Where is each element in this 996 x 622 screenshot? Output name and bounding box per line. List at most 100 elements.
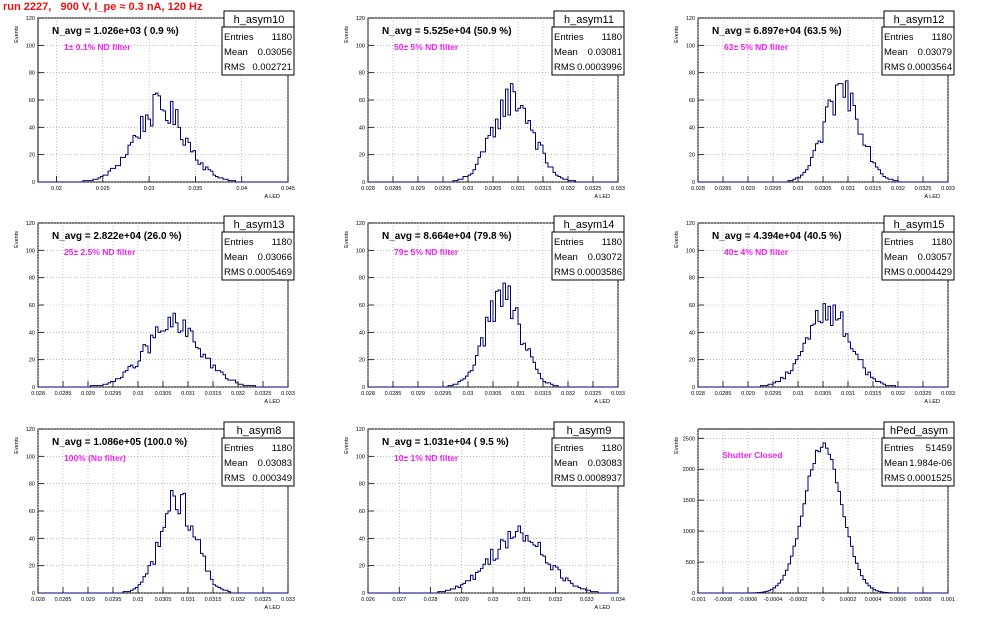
filter-note: 79± 5% ND filter (394, 247, 459, 257)
y-axis-title: Events (14, 26, 20, 43)
x-tick-label: 0.031 (841, 186, 855, 192)
stats-label: RMS (224, 473, 245, 484)
x-tick-label: 0.032 (891, 186, 905, 192)
x-tick-label: 0.031 (511, 186, 525, 192)
y-tick-label: 60 (689, 98, 695, 104)
stats-box: h_asym12 Entries 1180 Mean 0.03079 RMS 0.00035… (881, 10, 955, 76)
x-tick-label: 0.0285 (715, 391, 732, 397)
x-tick-label: 0 (821, 597, 824, 603)
stats-value: 0.0003996 (577, 62, 622, 73)
stats-label: Entries (884, 443, 914, 454)
filter-note: Shutter Closed (722, 450, 782, 460)
x-tick-label: 0.028 (691, 391, 705, 397)
stats-label: RMS (224, 62, 245, 73)
histogram-line-h_asym14 (368, 282, 618, 388)
stats-title: h_asym12 (894, 14, 945, 26)
stats-value: 1180 (602, 237, 622, 248)
x-tick-label: 0.0008 (915, 597, 932, 603)
x-tick-label: 0.03 (133, 597, 144, 603)
x-tick-label: 0.04 (236, 186, 247, 192)
y-tick-label: 120 (26, 221, 35, 227)
y-tick-label: 80 (689, 71, 695, 77)
stats-value: 0.0008937 (577, 473, 622, 484)
stats-value: 1180 (932, 237, 952, 248)
y-tick-label: 100 (686, 43, 695, 49)
stats-title: h_asym11 (564, 14, 614, 26)
navg-label: N_avg = 1.026e+03 ( 0.9 %) (52, 26, 179, 37)
stats-value: 51459 (926, 443, 952, 454)
stats-label: Mean (224, 252, 248, 263)
y-axis-title: Events (674, 26, 680, 43)
y-tick-label: 20 (29, 153, 35, 159)
stats-label: RMS (554, 473, 575, 484)
stats-value: 0.0003564 (907, 62, 952, 73)
x-tick-label: 0.0295 (435, 391, 452, 397)
stats-value: 0.03066 (258, 252, 292, 263)
x-tick-label: 0.0295 (105, 597, 122, 603)
filter-note: 25± 2.5% ND filter (64, 247, 136, 257)
stats-label: Entries (554, 32, 584, 43)
x-tick-label: 0.0006 (890, 597, 907, 603)
y-tick-label: 60 (359, 303, 365, 309)
x-tick-label: 0.027 (392, 597, 406, 603)
x-tick-label: 0.0325 (585, 391, 602, 397)
x-axis-title: A LED (594, 399, 610, 405)
stats-label: Entries (884, 237, 914, 248)
x-tick-label: 0.045 (281, 186, 295, 192)
y-tick-label: 0 (362, 385, 365, 391)
y-tick-label: 1500 (683, 498, 695, 504)
x-tick-label: 0.033 (941, 391, 955, 397)
histogram-line-h_asym8 (38, 490, 288, 594)
x-axis-title: A LED (594, 194, 610, 200)
stats-box: h_asym8 Entries 1180 Mean 0.03083 RMS 0.000349 (221, 421, 295, 487)
stats-value: 1180 (272, 237, 292, 248)
x-tick-label: 0.029 (411, 391, 425, 397)
y-tick-label: 0 (32, 385, 35, 391)
stats-value: 0.0005469 (247, 267, 292, 278)
y-tick-label: 100 (26, 43, 35, 49)
y-tick-label: 120 (686, 16, 695, 22)
x-tick-label: 0.0305 (155, 597, 172, 603)
stats-value: 1180 (602, 443, 622, 454)
y-tick-label: 80 (29, 71, 35, 77)
y-tick-label: 120 (356, 427, 365, 433)
y-tick-label: 0 (362, 180, 365, 186)
stats-body-box (221, 26, 295, 76)
y-tick-label: 40 (359, 125, 365, 131)
y-tick-label: 60 (29, 98, 35, 104)
x-tick-label: 0.032 (561, 186, 575, 192)
x-axis-title: A LED (264, 399, 280, 405)
navg-label: N_avg = 1.031e+04 ( 9.5 %) (382, 437, 509, 448)
x-tick-label: 0.0325 (255, 391, 272, 397)
histogram-panel-h_asym14: 0 20 40 60 80 100 120 0.028 0.0285 0.029 0.0295 0.0… (344, 215, 625, 405)
stats-label: Entries (554, 443, 584, 454)
y-tick-label: 20 (359, 358, 365, 364)
x-tick-label: 0.03 (793, 391, 804, 397)
x-tick-label: 0.033 (580, 597, 594, 603)
x-tick-label: 0.035 (189, 186, 203, 192)
stats-value: 1180 (272, 32, 292, 43)
x-tick-label: 0.0002 (840, 597, 857, 603)
histogram-panel-hPed_asym: 0 500 1000 1500 2000 2500 -0.001 -0.0008 -0.0006… (674, 421, 955, 603)
x-tick-label: 0.03 (463, 186, 474, 192)
y-tick-label: 40 (29, 330, 35, 336)
stats-value: 0.03081 (588, 47, 622, 58)
y-tick-label: 60 (359, 98, 365, 104)
stats-title: h_asym10 (234, 14, 285, 26)
x-tick-label: 0.029 (455, 597, 469, 603)
x-tick-label: 0.0285 (55, 391, 72, 397)
y-tick-label: 40 (29, 536, 35, 542)
y-tick-label: 1000 (683, 529, 695, 535)
stats-body-box (881, 26, 955, 76)
stats-label: Entries (554, 237, 584, 248)
histogram-panel-h_asym8: 0 20 40 60 80 100 120 0.028 0.0285 0.029 0.0295 0.0… (14, 421, 295, 611)
y-tick-label: 20 (689, 153, 695, 159)
x-axis-title: A LED (924, 194, 940, 200)
x-tick-label: 0.0285 (385, 186, 402, 192)
x-tick-label: 0.028 (31, 597, 45, 603)
y-tick-label: 0 (362, 591, 365, 597)
stats-label: Mean (884, 252, 908, 263)
stats-value: 1180 (272, 443, 292, 454)
stats-value: 0.002721 (252, 62, 292, 73)
